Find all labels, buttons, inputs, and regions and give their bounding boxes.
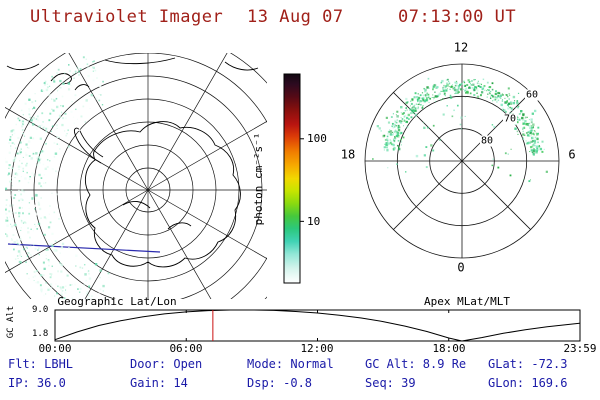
- time-tick-1800: 18:00: [432, 342, 466, 355]
- gc-alt-min-label: 1.8: [32, 329, 49, 339]
- colorbar: [283, 73, 304, 284]
- title-time: 07:13:00 UT: [398, 7, 517, 27]
- mlt-label-6: 6: [568, 147, 576, 162]
- mlat-ring-label-80: 80: [479, 135, 495, 147]
- time-tick-1200: 12:00: [300, 342, 334, 355]
- mlt-label-0: 0: [457, 260, 465, 275]
- right-panel-caption: Apex MLat/MLT: [423, 295, 511, 308]
- title-date: 13 Aug 07: [247, 7, 344, 27]
- left-panel-caption: Geographic Lat/Lon: [57, 295, 177, 308]
- time-tick-0600: 06:00: [169, 342, 203, 355]
- status-glat: GLat: -72.3: [488, 357, 568, 371]
- status-gain: Gain: 14: [130, 376, 188, 390]
- status-dsp: Dsp: -0.8: [247, 376, 313, 390]
- mlt-label-18: 18: [340, 147, 356, 162]
- status-door: Door: Open: [130, 357, 203, 371]
- status-gc-alt: GC Alt: 8.9 Re: [365, 357, 467, 371]
- time-tick-0000: 00:00: [38, 342, 72, 355]
- gc-alt-axis-label: GC Alt: [6, 305, 17, 339]
- instrument-title: Ultraviolet Imager: [30, 7, 224, 27]
- status-glon: GLon: 169.6: [488, 376, 568, 390]
- status-seq: Seq: 39: [365, 376, 416, 390]
- gc-alt-max-label: 9.0: [32, 305, 49, 315]
- mlat-ring-label-60: 60: [524, 89, 540, 101]
- status-ip: IP: 36.0: [8, 376, 66, 390]
- status-mode: Mode: Normal: [247, 357, 334, 371]
- apex-polar-plot: [364, 63, 560, 259]
- mlat-ring-label-70: 70: [502, 113, 518, 125]
- colorbar-tick-100: 100: [307, 132, 327, 145]
- gc-alt-strip-chart: [54, 309, 581, 342]
- time-tick-2359: 23:59: [563, 342, 597, 355]
- mlt-label-12: 12: [453, 40, 469, 55]
- colorbar-label: photon cm⁻²s⁻¹: [251, 132, 265, 226]
- colorbar-tick-10: 10: [307, 215, 321, 228]
- geographic-map: [5, 53, 267, 299]
- status-flt: Flt: LBHL: [8, 357, 74, 371]
